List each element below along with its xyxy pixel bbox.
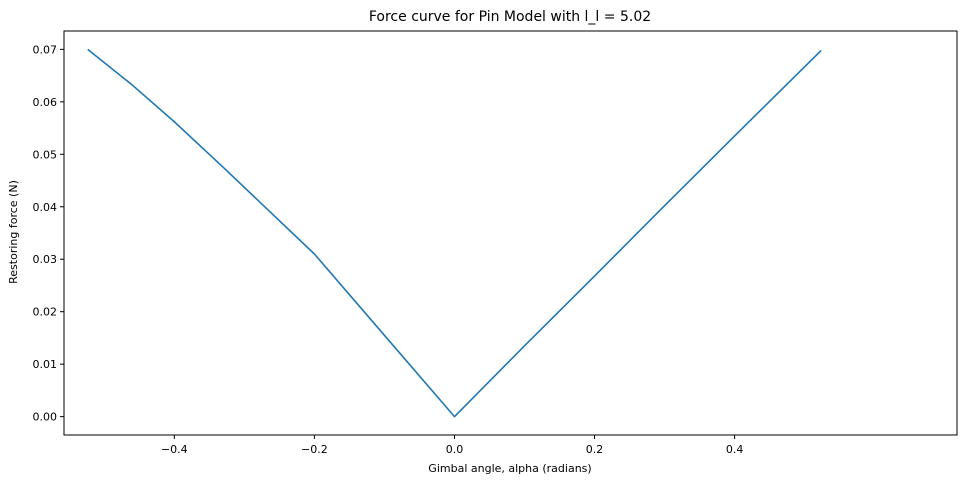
y-tick-label: 0.05 — [33, 148, 58, 161]
x-tick-label: 0.4 — [726, 443, 744, 456]
series-line-force — [87, 48, 822, 418]
y-tick-label: 0.06 — [33, 96, 58, 109]
y-axis-label: Restoring force (N) — [7, 180, 20, 284]
y-tick-label: 0.04 — [33, 201, 58, 214]
y-tick-label: 0.03 — [33, 253, 58, 266]
x-axis-label: Gimbal angle, alpha (radians) — [428, 462, 591, 475]
y-tick-label: 0.00 — [33, 411, 58, 424]
x-tick-label: 0.2 — [586, 443, 604, 456]
plot-frame — [63, 30, 958, 436]
y-tick-label: 0.07 — [33, 43, 58, 56]
y-tick-label: 0.02 — [33, 306, 58, 319]
y-tick-label: 0.01 — [33, 358, 58, 371]
x-tick-label: −0.2 — [301, 443, 328, 456]
plot-series — [87, 48, 822, 418]
y-axis-ticks: 0.00 0.01 0.02 0.03 0.04 0.05 0.06 0.07 — [33, 43, 64, 424]
chart-title: Force curve for Pin Model with l_l = 5.0… — [369, 9, 651, 25]
x-tick-label: −0.4 — [161, 443, 188, 456]
x-axis-ticks: −0.4 −0.2 0.0 0.2 0.4 — [161, 435, 743, 456]
x-tick-label: 0.0 — [446, 443, 464, 456]
